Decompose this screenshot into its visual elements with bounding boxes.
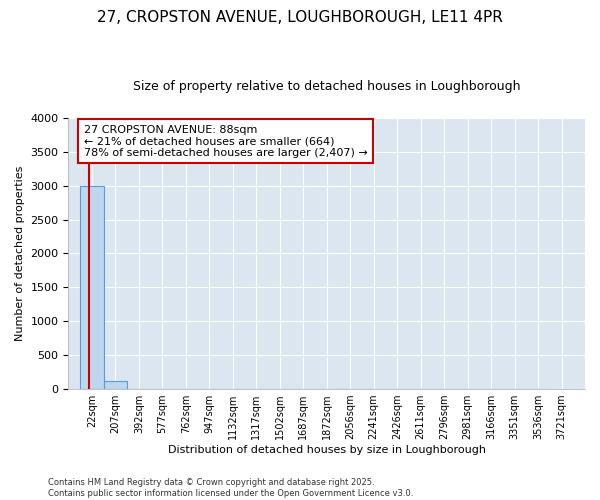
Text: 27 CROPSTON AVENUE: 88sqm
← 21% of detached houses are smaller (664)
78% of semi: 27 CROPSTON AVENUE: 88sqm ← 21% of detac… [83, 124, 367, 158]
Bar [80, 186, 104, 389]
Text: 27, CROPSTON AVENUE, LOUGHBOROUGH, LE11 4PR: 27, CROPSTON AVENUE, LOUGHBOROUGH, LE11 … [97, 10, 503, 25]
Title: Size of property relative to detached houses in Loughborough: Size of property relative to detached ho… [133, 80, 520, 93]
Bar [104, 382, 127, 389]
X-axis label: Distribution of detached houses by size in Loughborough: Distribution of detached houses by size … [168, 445, 486, 455]
Y-axis label: Number of detached properties: Number of detached properties [15, 166, 25, 341]
Text: Contains HM Land Registry data © Crown copyright and database right 2025.
Contai: Contains HM Land Registry data © Crown c… [48, 478, 413, 498]
